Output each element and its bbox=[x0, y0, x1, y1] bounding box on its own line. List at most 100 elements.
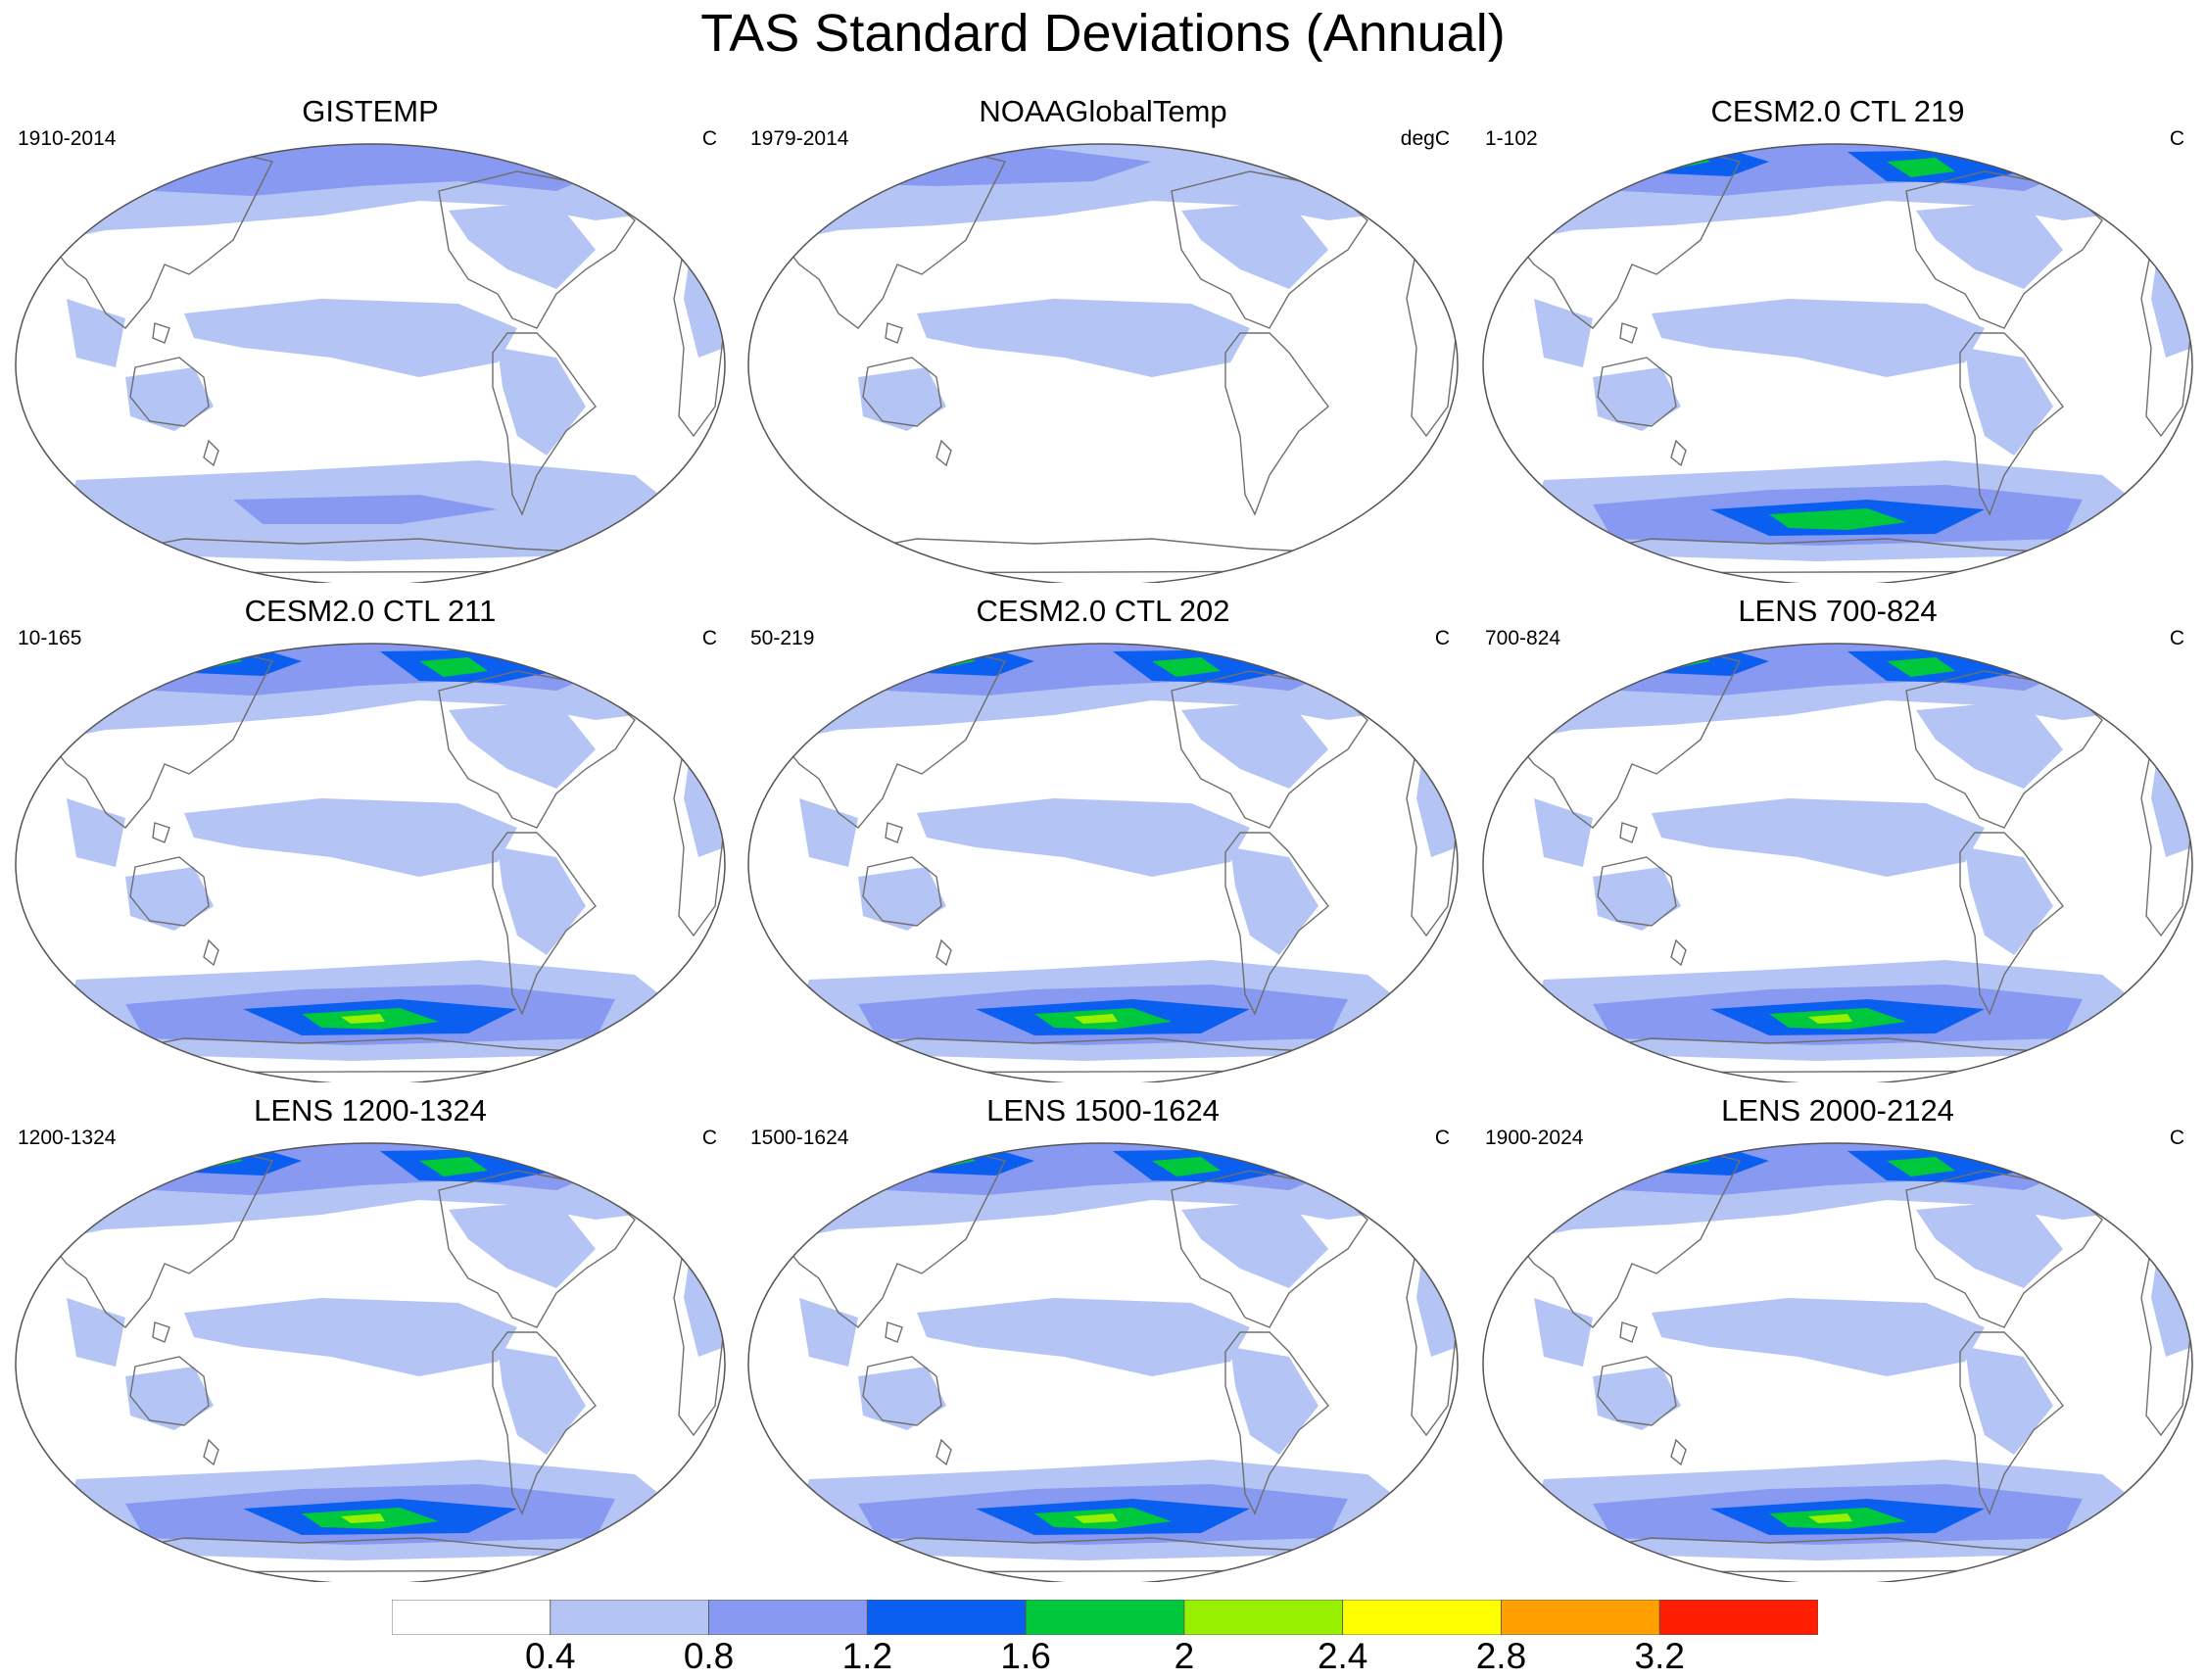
contour-0.4-0.8 bbox=[917, 1298, 1250, 1376]
contour-2-2.4 bbox=[1808, 1014, 1852, 1024]
coastline bbox=[1597, 856, 1677, 927]
coastline bbox=[885, 322, 903, 344]
coastline bbox=[1552, 1537, 2115, 1573]
coastline bbox=[1670, 439, 1687, 467]
colorbar-label: 2.8 bbox=[1475, 1636, 1527, 1676]
contour-2.4-2.8 bbox=[1644, 655, 1663, 661]
contour-0.4-0.8 bbox=[125, 1367, 214, 1430]
contour-1.6-2 bbox=[1887, 158, 1955, 177]
coastline bbox=[885, 822, 903, 843]
coastline bbox=[84, 538, 647, 574]
panel-units: C bbox=[2169, 1127, 2184, 1149]
contour-0.4-0.8 bbox=[1181, 1200, 1328, 1288]
panel-units: C bbox=[701, 627, 717, 649]
contour-0.4-0.8 bbox=[498, 847, 586, 955]
contour-2-2.4 bbox=[1074, 1513, 1118, 1523]
coastline bbox=[129, 856, 210, 927]
panel-units: C bbox=[2169, 627, 2184, 649]
map-panel-cesm211: CESM2.0 CTL 211 10-165 C bbox=[8, 593, 733, 1082]
contour-1.6-2 bbox=[1887, 657, 1955, 677]
panel-units: C bbox=[701, 127, 717, 150]
panel-years: 50-219 bbox=[750, 627, 815, 649]
contour-1.6-2 bbox=[419, 657, 488, 677]
coastline bbox=[1552, 538, 2115, 574]
map-panel-cesm202: CESM2.0 CTL 202 50-219 C bbox=[741, 593, 1465, 1082]
panel-title: LENS 1200-1324 bbox=[254, 1093, 487, 1128]
contour-0.4-0.8 bbox=[1965, 348, 2053, 456]
coastline bbox=[152, 322, 170, 344]
contour-2.4-2.8 bbox=[176, 655, 196, 661]
map-outline bbox=[15, 1142, 726, 1582]
coastline bbox=[1224, 332, 1329, 516]
contour-0.4-0.8 bbox=[1916, 1200, 2063, 1288]
map bbox=[15, 643, 726, 1082]
colorbar-label: 0.8 bbox=[683, 1636, 735, 1676]
coastline bbox=[1597, 1356, 1677, 1426]
panel-title: CESM2.0 CTL 211 bbox=[244, 594, 497, 628]
coastline bbox=[203, 1438, 219, 1466]
contour-0.4-0.8 bbox=[858, 867, 946, 931]
coastline bbox=[1619, 822, 1638, 843]
contour-2.4-2.8 bbox=[909, 655, 929, 661]
figure-title: TAS Standard Deviations (Annual) bbox=[700, 4, 1506, 63]
contour-2.4-2.8 bbox=[1644, 1155, 1663, 1161]
colorbar bbox=[392, 1600, 1818, 1635]
contour-0.4-0.8 bbox=[1534, 798, 1593, 867]
panel-years: 1200-1324 bbox=[18, 1127, 117, 1149]
colorbar-box bbox=[1342, 1600, 1502, 1635]
coastline bbox=[203, 439, 219, 467]
colorbar-label: 2.4 bbox=[1317, 1636, 1368, 1676]
colorbar-box bbox=[550, 1600, 709, 1635]
map-outline bbox=[15, 643, 726, 1082]
map-panel-lens1500: LENS 1500-1624 1500-1624 C bbox=[741, 1092, 1465, 1582]
colorbar-label: 2 bbox=[1174, 1636, 1195, 1676]
contour-0.4-0.8 bbox=[1593, 1367, 1681, 1430]
coastline bbox=[492, 832, 597, 1016]
coastline bbox=[1619, 1321, 1638, 1343]
panel-title: CESM2.0 CTL 202 bbox=[976, 594, 1230, 628]
coastline bbox=[1959, 832, 2064, 1016]
contour-0.4-0.8 bbox=[1593, 367, 1681, 431]
colorbar-label: 1.6 bbox=[1000, 1636, 1051, 1676]
panel-years: 1900-2024 bbox=[1485, 1127, 1584, 1149]
coastline bbox=[862, 357, 942, 427]
contour-0.4-0.8 bbox=[1652, 299, 1985, 377]
contour-1.6-2 bbox=[419, 1157, 488, 1176]
coastline bbox=[935, 1438, 952, 1466]
coastline bbox=[129, 357, 210, 427]
coastline bbox=[1959, 332, 2064, 516]
contour-0.4-0.8 bbox=[1652, 798, 1985, 877]
panel-years: 1-102 bbox=[1485, 127, 1538, 150]
panel-title: LENS 1500-1624 bbox=[986, 1093, 1220, 1128]
panel-units: C bbox=[1434, 1127, 1450, 1149]
contour-0.4-0.8 bbox=[67, 1298, 125, 1367]
panel-title: NOAAGlobalTemp bbox=[979, 94, 1227, 128]
coastline bbox=[862, 1356, 942, 1426]
colorbar-box bbox=[708, 1600, 868, 1635]
panel-title: LENS 700-824 bbox=[1738, 594, 1938, 628]
panel-years: 700-824 bbox=[1485, 627, 1561, 649]
map bbox=[747, 1142, 1459, 1582]
coastline bbox=[129, 1356, 210, 1426]
coastline bbox=[1224, 1331, 1329, 1515]
contour-0.4-0.8 bbox=[184, 1298, 517, 1376]
contour-0.4-0.8 bbox=[125, 867, 214, 931]
colorbar-box bbox=[866, 1600, 1027, 1635]
contour-0.4-0.8 bbox=[1181, 201, 1328, 289]
contour-1.6-2 bbox=[1769, 508, 1906, 530]
coastline bbox=[152, 822, 170, 843]
colorbar-label: 3.2 bbox=[1634, 1636, 1685, 1676]
contour-0.4-0.8 bbox=[449, 201, 596, 289]
coastline bbox=[935, 938, 952, 967]
contour-0.4-0.8 bbox=[1534, 299, 1593, 367]
map bbox=[747, 643, 1459, 1082]
contour-0.4-0.8 bbox=[1230, 1347, 1319, 1455]
map-panel-gistemp: GISTEMP 1910-2014 C bbox=[8, 93, 733, 583]
coastline bbox=[1619, 322, 1638, 344]
colorbar-box bbox=[1025, 1600, 1185, 1635]
map-panel-cesm219: CESM2.0 CTL 219 1-102 C bbox=[1475, 93, 2200, 583]
map bbox=[15, 1142, 726, 1582]
panel-years: 1910-2014 bbox=[18, 127, 117, 150]
contour-0.4-0.8 bbox=[498, 1347, 586, 1455]
contour-0.4-0.8 bbox=[917, 299, 1250, 377]
